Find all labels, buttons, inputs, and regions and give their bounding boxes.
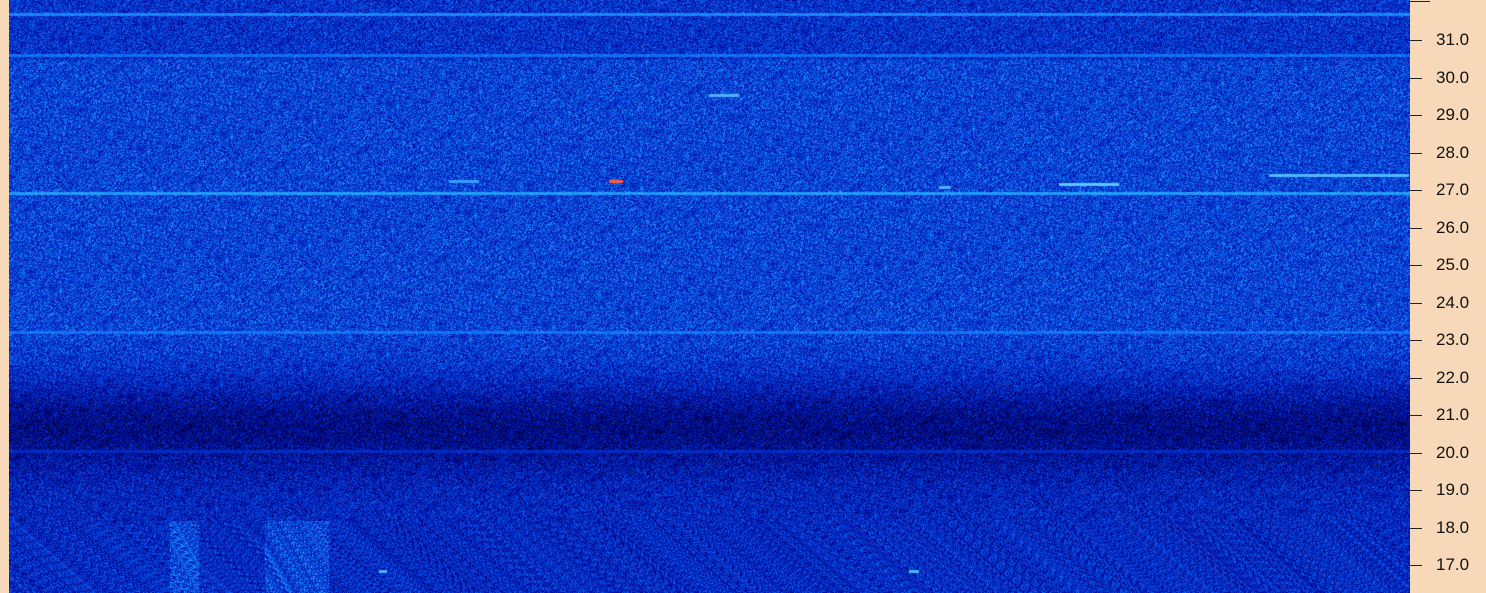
scale-top-tick (1410, 1, 1430, 2)
scale-tick-label: 19.0 (1436, 480, 1470, 499)
scale-tick-label: 30.0 (1436, 67, 1470, 87)
scale-tick (1410, 190, 1422, 191)
scale-tick (1410, 77, 1422, 79)
spectrum-waterfall-display[interactable] (0, 0, 1410, 593)
scale-tick (1410, 377, 1422, 379)
scale-tick (1410, 115, 1422, 116)
scale-tick-label: 28.0 (1436, 142, 1470, 162)
scale-tick-label: 25.0 (1436, 255, 1470, 274)
scale-tick (1410, 265, 1422, 266)
scale-tick (1410, 415, 1422, 416)
scale-tick-label: 26.0 (1436, 217, 1470, 237)
scale-tick (1410, 40, 1422, 41)
scale-tick-label: 22.0 (1436, 367, 1470, 387)
scale-tick-label: 29.0 (1436, 105, 1470, 124)
scale-tick-label: 18.0 (1436, 517, 1470, 537)
scale-tick (1410, 490, 1422, 491)
frequency-scale: 31.0 30.0 29.0 28.0 27.0 26.0 25.0 24.0 23.0 22.0… (1410, 0, 1486, 593)
scale-tick (1410, 452, 1422, 454)
scale-tick (1410, 302, 1422, 304)
scale-tick-label: 24.0 (1436, 292, 1470, 312)
scale-tick (1410, 340, 1422, 341)
scale-tick-label: 21.0 (1436, 405, 1470, 424)
scale-tick-label: 17.0 (1436, 555, 1470, 574)
scale-tick (1410, 527, 1422, 529)
scale-tick-label: 23.0 (1436, 330, 1470, 349)
scale-tick (1410, 152, 1422, 154)
scale-tick-label: 20.0 (1436, 442, 1470, 462)
waterfall-canvas[interactable] (9, 0, 1410, 593)
scale-tick-label: 27.0 (1436, 180, 1470, 199)
scale-tick-label: 31.0 (1436, 30, 1470, 49)
scale-tick (1410, 565, 1422, 566)
scale-tick (1410, 227, 1422, 229)
